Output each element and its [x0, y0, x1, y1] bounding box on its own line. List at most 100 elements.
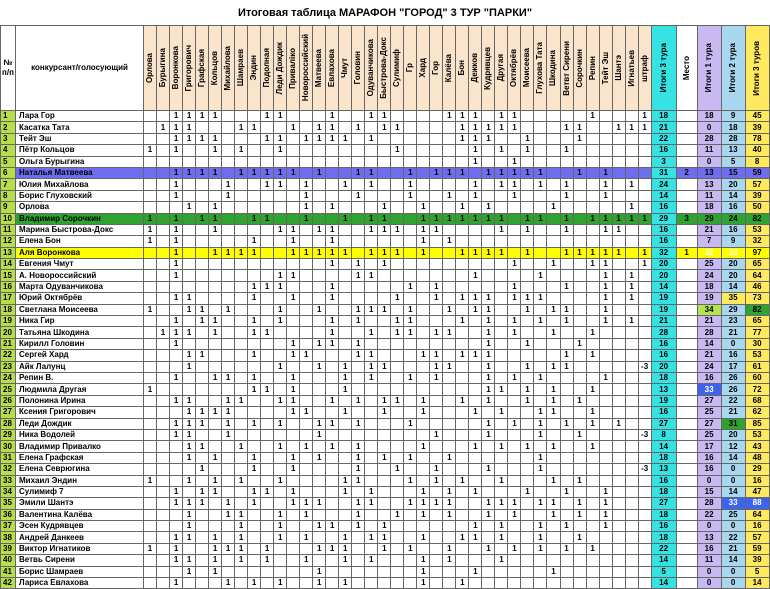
vote-cell: 1	[598, 485, 613, 499]
vote-cell	[260, 144, 275, 157]
vote-cell	[221, 315, 236, 328]
table-row: 35 Эмили Шантэ 1 1 1 1 1 1 1 1 1 1 1 1 1 1 1 1 1 1 1 1 1 27 28 33…	[0, 497, 770, 510]
vote-cell	[377, 269, 392, 282]
vote-cell: 1	[546, 360, 561, 374]
vote-cell: 1	[390, 463, 405, 476]
vote-cell	[351, 565, 366, 579]
vote-cell	[520, 508, 535, 522]
vote-cell	[507, 394, 522, 408]
row-number: 27	[0, 406, 16, 419]
vote-cell: 1	[364, 109, 379, 123]
vote-cell	[247, 144, 262, 157]
vote-cell	[624, 463, 639, 476]
vote-cell: 1	[481, 383, 496, 396]
table-row: 40 Ветвь Сирени 1 1 1 1 1 1 1 1 1 1 1 14 11 14 39	[0, 554, 770, 567]
vote-cell	[208, 303, 223, 317]
vote-cell	[455, 520, 470, 533]
vote-cell: 1	[520, 383, 535, 396]
vote-cell: 1	[195, 132, 210, 146]
three-rounds-total: 82	[744, 212, 770, 225]
vote-cell	[234, 383, 249, 396]
vote-cell	[169, 474, 184, 487]
place-cell	[675, 576, 698, 589]
vote-cell	[520, 178, 535, 191]
vote-cell	[598, 121, 613, 134]
vote-cell	[195, 554, 210, 567]
vote-cell	[169, 565, 184, 579]
vote-cell	[195, 542, 210, 556]
vote-cell	[429, 109, 444, 123]
vote-cell	[247, 406, 262, 419]
vote-cell: 1	[416, 212, 431, 225]
vote-cell	[142, 554, 158, 567]
vote-cell: 1	[598, 508, 613, 522]
vote-cell	[247, 258, 262, 271]
vote-cell	[468, 463, 483, 476]
vote-cell	[507, 223, 522, 237]
vote-cell	[546, 109, 561, 123]
vote-cell: 1	[260, 485, 275, 499]
vote-cell	[598, 394, 613, 408]
table-row: 42 Лариса Евлахова 1 1 1 1 1 1 1 1 14 0 0 14	[0, 576, 770, 589]
vote-cell: 1	[338, 360, 353, 374]
vote-cell	[507, 144, 522, 157]
row-number: 2	[0, 121, 16, 134]
vote-cell: 1	[468, 246, 483, 260]
vote-cell	[208, 576, 223, 589]
vote-cell	[546, 235, 561, 248]
row-number: 3	[0, 132, 16, 146]
vote-cell: 1	[182, 166, 197, 180]
round2-total: 29	[720, 303, 746, 317]
vote-cell	[156, 463, 171, 476]
header-voter-34: Сорочкин	[572, 25, 587, 111]
vote-cell	[442, 280, 457, 294]
vote-cell	[481, 451, 496, 465]
vote-cell	[507, 440, 522, 453]
vote-cell	[481, 109, 496, 123]
table-row: 33 Михаил Эндин 1 1 1 1 1 1 1 1 1 1 1 1 1 16 0 0 16	[0, 474, 770, 487]
vote-cell: 1	[260, 178, 275, 191]
round3-total: 20	[650, 269, 677, 282]
vote-cell	[338, 144, 353, 157]
vote-cell	[494, 463, 509, 476]
vote-cell	[416, 303, 431, 317]
vote-cell	[377, 189, 392, 203]
vote-cell: 1	[247, 280, 262, 294]
vote-cell	[481, 531, 496, 544]
vote-cell: 1	[442, 497, 457, 510]
vote-cell: 1	[598, 371, 613, 385]
vote-cell	[442, 292, 457, 305]
header-voter-36: Тейт Эш	[598, 25, 613, 111]
vote-cell	[156, 235, 171, 248]
vote-cell	[338, 520, 353, 533]
round1-total: 22	[696, 508, 722, 522]
round3-total: 13	[650, 463, 677, 476]
vote-cell	[142, 440, 158, 453]
three-rounds-total: 62	[744, 406, 770, 419]
vote-cell: 1	[598, 497, 613, 510]
vote-cell	[429, 508, 444, 522]
vote-cell	[221, 258, 236, 271]
vote-cell	[416, 417, 431, 430]
vote-cell	[637, 315, 652, 328]
vote-cell	[260, 337, 275, 351]
vote-cell	[598, 428, 613, 442]
vote-cell	[234, 212, 249, 225]
vote-cell: 1	[572, 394, 587, 408]
vote-cell	[520, 428, 535, 442]
round1-total: 21	[696, 349, 722, 362]
contestant-name: Михаил Эндин	[15, 474, 144, 487]
vote-cell	[442, 269, 457, 282]
vote-cell	[572, 223, 587, 237]
vote-cell: 1	[208, 223, 223, 237]
vote-cell	[416, 360, 431, 374]
vote-cell	[247, 474, 262, 487]
place-cell	[675, 565, 698, 579]
vote-cell	[234, 337, 249, 351]
vote-cell	[142, 201, 158, 214]
round3-total: 18	[650, 109, 677, 123]
table-row: 24 Репин В. 1 1 1 1 1 1 1 1 1 1 1 1 1 18 16 26 60	[0, 371, 770, 385]
vote-cell	[364, 189, 379, 203]
vote-cell: 1	[338, 212, 353, 225]
vote-cell	[390, 440, 405, 453]
